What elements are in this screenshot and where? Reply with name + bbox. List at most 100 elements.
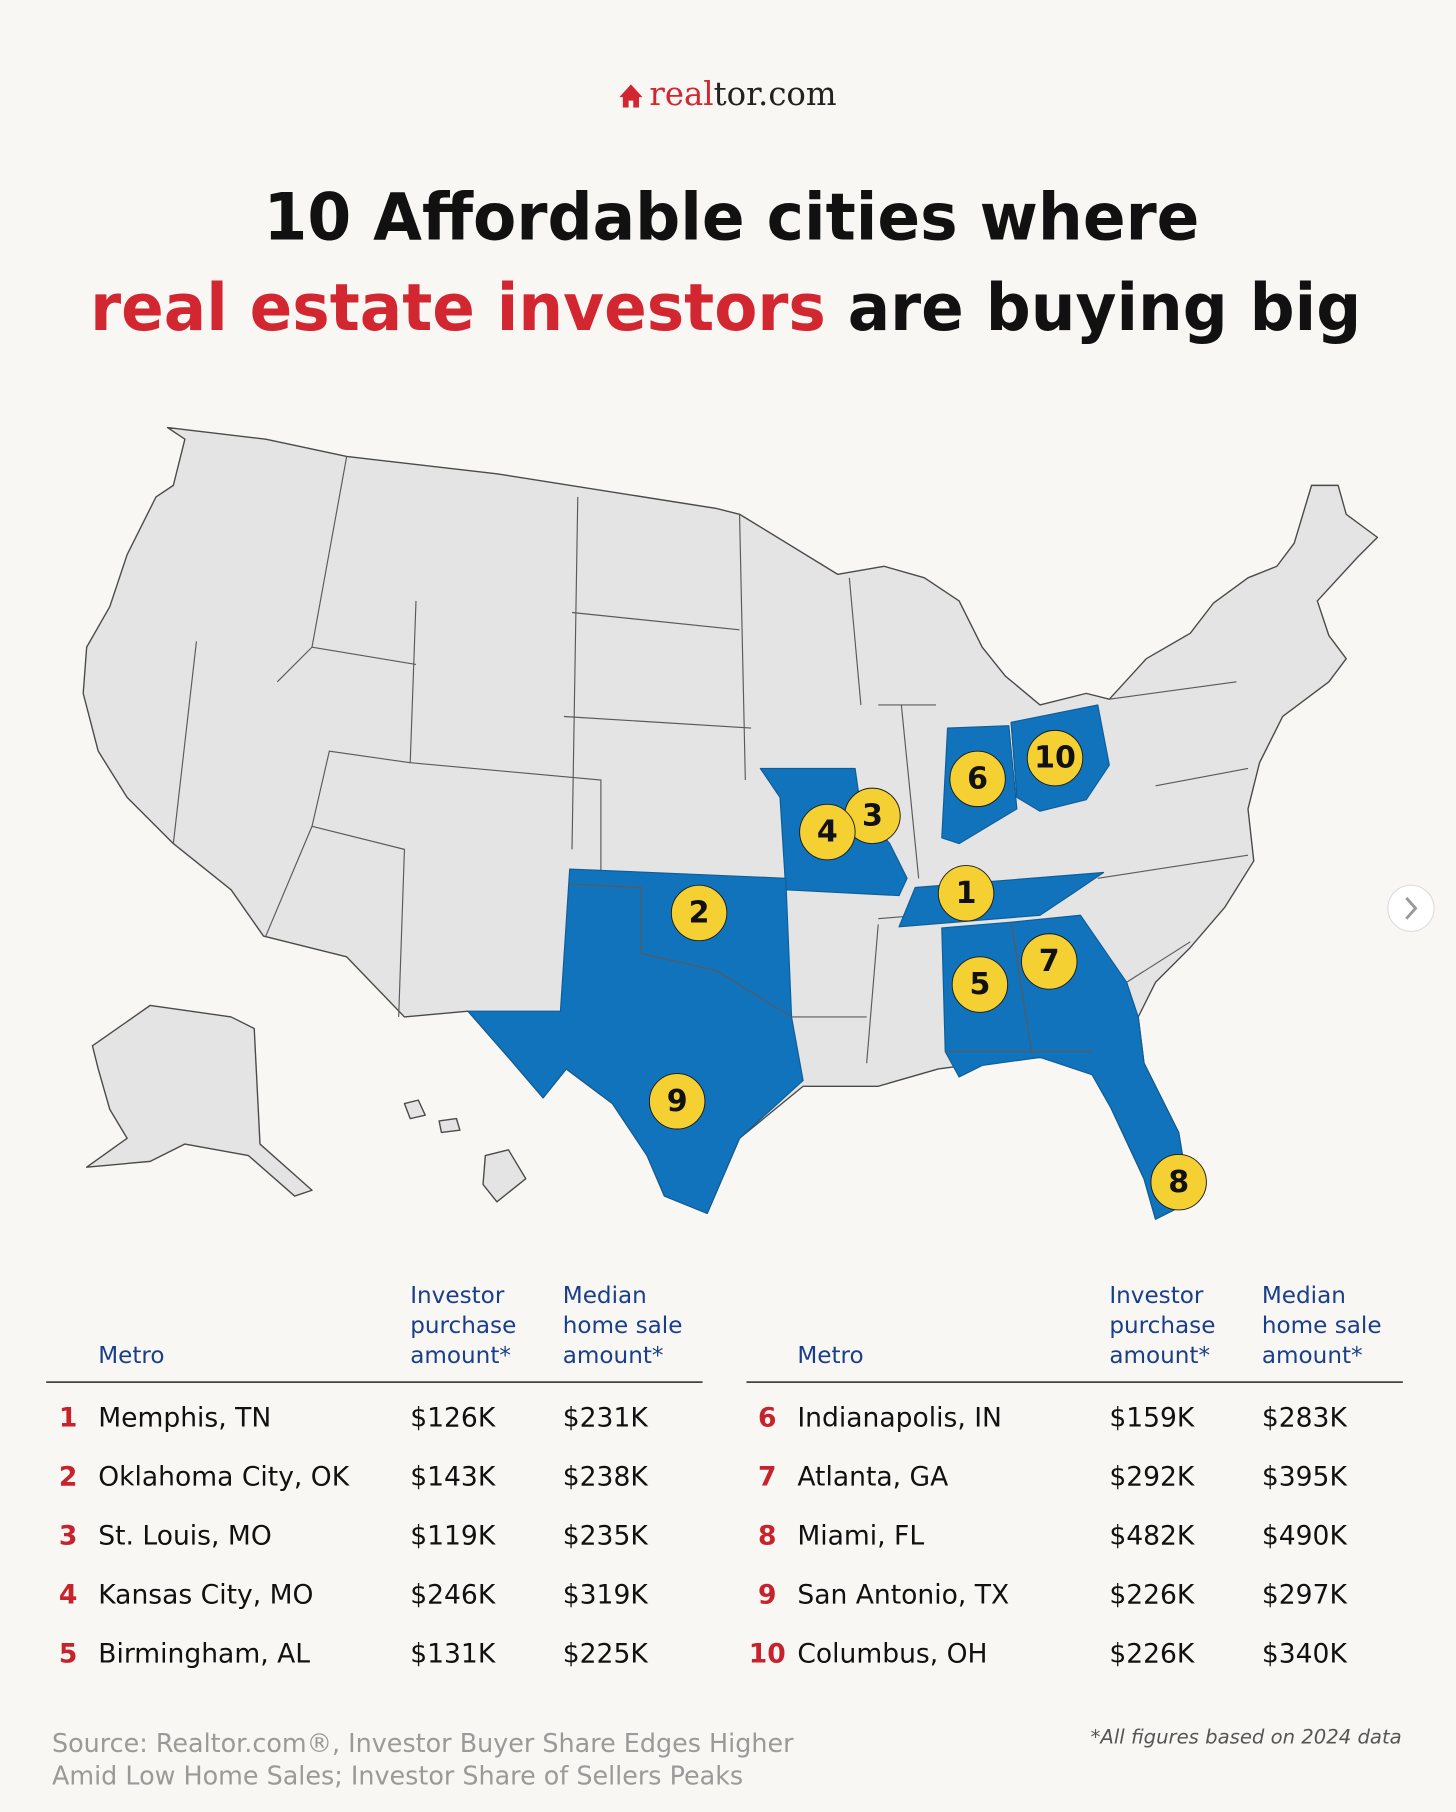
rank: 8 <box>758 1520 776 1551</box>
title-line1: 10 Affordable cities where <box>263 180 1199 255</box>
amount: $395K <box>1262 1461 1348 1492</box>
marker-label: 2 <box>689 896 710 931</box>
title-highlight: real estate investors <box>90 271 826 346</box>
rank: 2 <box>59 1461 77 1492</box>
map-marker: 10 <box>1026 729 1084 787</box>
amount: $226K <box>1109 1638 1195 1669</box>
next-button[interactable] <box>1387 884 1435 932</box>
amount: $482K <box>1109 1520 1195 1551</box>
alaska <box>85 1004 313 1197</box>
column-header: purchase <box>410 1313 516 1339</box>
rank: 3 <box>59 1520 77 1551</box>
column-header: Investor <box>410 1283 505 1309</box>
column-header: Investor <box>1109 1283 1204 1309</box>
footnote: *All figures based on 2024 data <box>1091 1726 1402 1749</box>
marker-label: 5 <box>969 967 990 1002</box>
metro: St. Louis, MO <box>98 1520 272 1551</box>
column-header: purchase <box>1109 1313 1215 1339</box>
source-line: Amid Low Home Sales; Investor Share of S… <box>52 1760 743 1790</box>
metro: Oklahoma City, OK <box>98 1461 349 1492</box>
metro: Memphis, TN <box>98 1403 271 1434</box>
next-arrow <box>1405 896 1418 920</box>
amount: $297K <box>1262 1579 1348 1610</box>
rank: 10 <box>749 1638 786 1669</box>
amount: $226K <box>1109 1579 1195 1610</box>
logo-red: real <box>649 74 713 112</box>
us-map: 1 2 34 5 6 7 8 9 10 <box>82 426 1379 1220</box>
map-marker: 1 <box>937 865 995 922</box>
rank: 9 <box>758 1579 776 1610</box>
title-rest: are buying big <box>826 271 1361 346</box>
metro: Columbus, OH <box>797 1638 987 1669</box>
amount: $235K <box>563 1520 649 1551</box>
rank: 5 <box>59 1638 77 1669</box>
logo-icon <box>619 84 643 108</box>
marker-label: 1 <box>956 876 977 911</box>
marker-label: 4 <box>817 815 838 850</box>
amount: $283K <box>1262 1403 1348 1434</box>
logo: realtor.com <box>619 74 837 112</box>
map-marker: 5 <box>951 956 1009 1013</box>
logo-text: realtor.com <box>649 74 836 112</box>
marker-label: 3 <box>862 799 883 834</box>
metro: Birmingham, AL <box>98 1638 310 1669</box>
marker-label: 10 <box>1034 741 1076 776</box>
column-header: Median <box>563 1283 647 1309</box>
hawaii <box>403 1099 527 1203</box>
amount: $490K <box>1262 1520 1348 1551</box>
metro: Kansas City, MO <box>98 1579 313 1610</box>
column-header: home sale <box>563 1313 683 1339</box>
marker-circle <box>1021 933 1078 990</box>
marker-circle <box>1026 729 1084 787</box>
map-marker: 6 <box>949 750 1006 808</box>
column-header: amount* <box>410 1343 511 1369</box>
marker-circle <box>648 1073 706 1130</box>
table: Metro Investor purchase amount* Median home s… <box>746 1283 1403 1669</box>
state-border <box>945 922 1092 1055</box>
rank: 1 <box>59 1403 77 1434</box>
marker-circle <box>1150 1153 1207 1211</box>
marker-label: 6 <box>967 762 988 797</box>
amount: $319K <box>563 1579 649 1610</box>
metro: Indianapolis, IN <box>797 1403 1002 1434</box>
map-marker: 9 <box>648 1073 706 1130</box>
column-header: Metro <box>797 1343 863 1369</box>
marker-label: 8 <box>1168 1165 1189 1200</box>
column-header: Metro <box>98 1343 164 1369</box>
amount: $143K <box>410 1461 496 1492</box>
metro: Atlanta, GA <box>797 1461 948 1492</box>
amount: $238K <box>563 1461 649 1492</box>
map-marker: 2 <box>670 884 728 942</box>
oklahoma-texas <box>467 868 804 1214</box>
marker-circle <box>670 884 728 942</box>
marker-circle <box>949 750 1006 808</box>
amount: $292K <box>1109 1461 1195 1492</box>
amount: $225K <box>563 1638 649 1669</box>
amount: $126K <box>410 1403 496 1434</box>
state-border <box>569 883 792 1018</box>
logo-dark: tor.com <box>714 74 837 112</box>
marker-label: 7 <box>1039 944 1060 979</box>
amount: $119K <box>410 1520 496 1551</box>
amount: $246K <box>410 1579 496 1610</box>
rank: 7 <box>758 1461 776 1492</box>
carousel-next[interactable] <box>1387 884 1435 932</box>
column-header: amount* <box>1109 1343 1210 1369</box>
column-header: amount* <box>1262 1343 1363 1369</box>
title-line2: real estate investors are buying big <box>90 271 1361 346</box>
map-marker: 3 <box>844 787 901 845</box>
marker-circle <box>951 956 1009 1013</box>
map-marker: 7 <box>1021 933 1078 990</box>
column-header: Median <box>1262 1283 1346 1309</box>
marker-label: 9 <box>667 1084 688 1119</box>
column-header: home sale <box>1262 1313 1382 1339</box>
rank: 6 <box>758 1403 776 1434</box>
rank: 4 <box>59 1579 77 1610</box>
map-marker: 4 <box>799 803 856 861</box>
amount: $131K <box>410 1638 496 1669</box>
map-marker: 8 <box>1150 1153 1207 1211</box>
marker-circle <box>799 803 856 861</box>
marker-circle <box>937 865 995 922</box>
